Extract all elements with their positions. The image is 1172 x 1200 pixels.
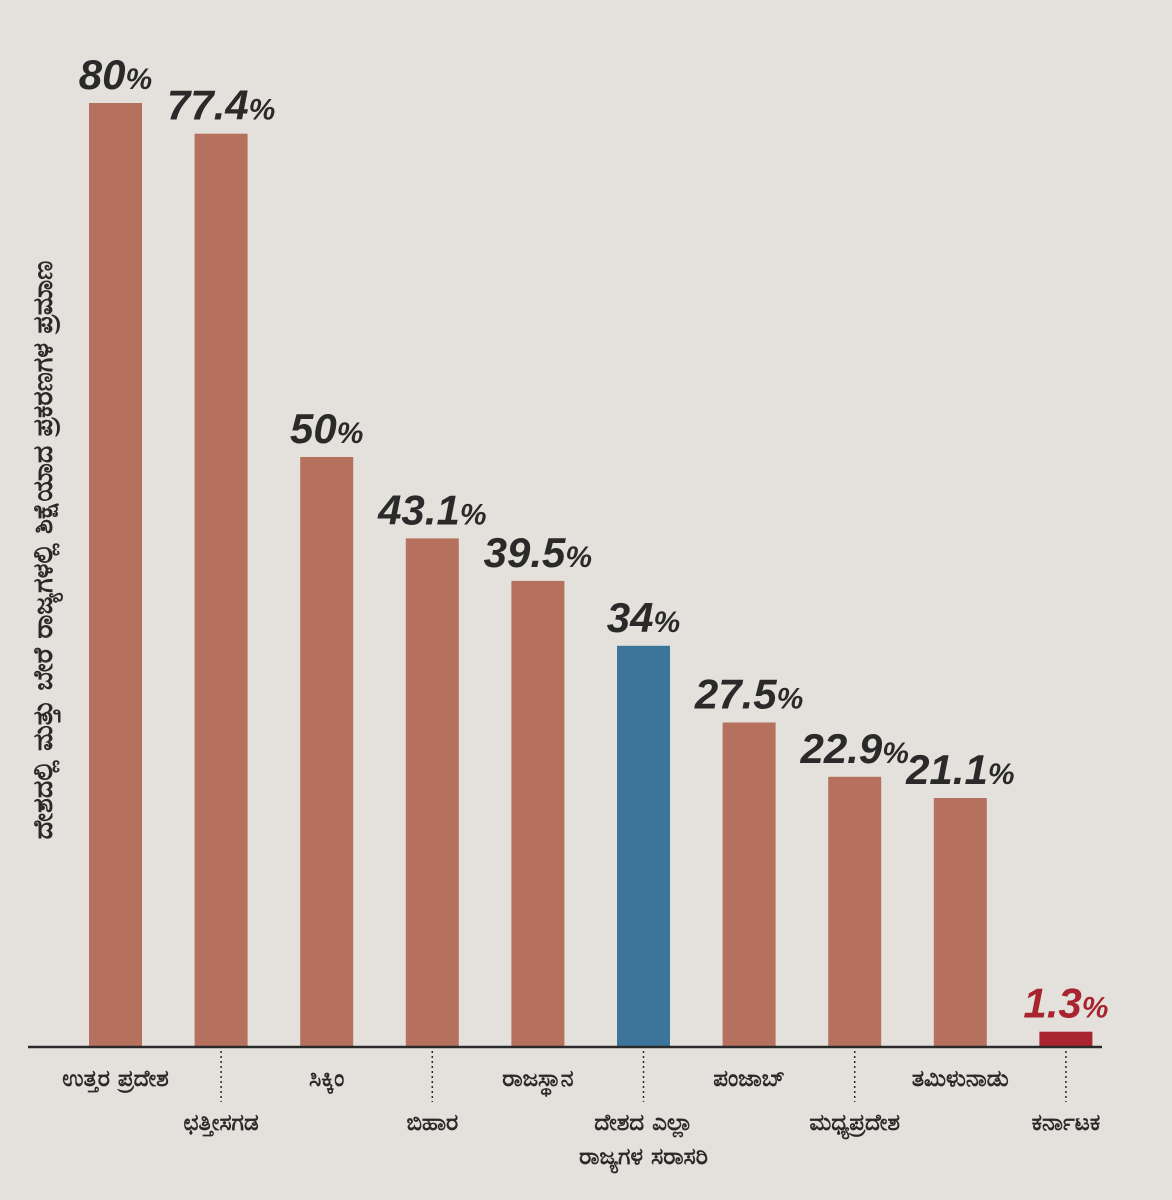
category-labels-group: ಉತ್ತರ ಪ್ರದೇಶ ಛತ್ತೀಸಗಡ ಸಿಕ್ಕಿಂ ಬಿಹಾರ ರಾಜಸ್ಥಾನ… (62, 1066, 1100, 1174)
value-unit: % (249, 94, 276, 127)
category-label-line: ರಾಜಸ್ಥಾನ (502, 1066, 573, 1098)
value-number: 34 (607, 594, 654, 641)
category-label-line: ಛತ್ತೀಸಗಡ (184, 1110, 259, 1137)
value-label-2: 77.4% (167, 82, 275, 129)
bar-6 (617, 645, 670, 1047)
category-label-8: ಮಧ್ಯಪ್ರದೇಶ (809, 1110, 900, 1140)
value-unit: % (565, 541, 592, 574)
value-number: 27.5 (694, 671, 777, 718)
bars-group (89, 103, 1093, 1047)
value-number: 1.3 (1023, 980, 1081, 1027)
value-number: 43.1 (377, 486, 460, 533)
bar-10 (1039, 1031, 1093, 1047)
category-label-line: ಪಂಜಾಬ್ (713, 1066, 785, 1092)
category-label-6: ದೇಶದ ಎಲ್ಲಾ ರಾಜ್ಯಗಳ ಸರಾಸರಿ (579, 1110, 708, 1174)
y-axis-title: ದೇಶದಲ್ಲಿ ಮತ್ತು ಬೇರೆ ರಾಜ್ಯಗಳಲ್ಲಿ ಶಿಕ್ಷೆಯಾ… (28, 261, 63, 840)
value-label-8: 22.9% (799, 725, 908, 772)
category-label-2: ಛತ್ತೀಸಗಡ (184, 1110, 259, 1137)
value-label-4: 43.1% (377, 486, 486, 533)
category-label-10: ಕರ್ನಾಟಕ (1032, 1110, 1101, 1136)
value-label-6: 34% (607, 594, 680, 641)
bar-9 (933, 798, 987, 1047)
value-unit: % (126, 63, 153, 96)
bar-7 (722, 722, 776, 1047)
value-unit: % (654, 606, 681, 639)
value-number: 80 (79, 51, 126, 98)
bar-5 (511, 580, 565, 1047)
category-label-line: ಸಿಕ್ಕಿಂ (309, 1066, 344, 1094)
category-label-4: ಬಿಹಾರ (406, 1110, 458, 1136)
category-label-line: ಕರ್ನಾಟಕ (1032, 1110, 1101, 1136)
bar-8 (828, 776, 882, 1047)
category-label-5: ರಾಜಸ್ಥಾನ (502, 1066, 573, 1098)
value-number: 21.1 (905, 746, 988, 793)
value-label-7: 27.5% (694, 671, 803, 718)
value-unit: % (988, 758, 1015, 791)
value-unit: % (337, 417, 364, 450)
value-number: 77.4 (167, 82, 249, 129)
value-number: 39.5 (484, 529, 566, 576)
value-unit: % (777, 683, 804, 716)
category-label-3: ಸಿಕ್ಕಿಂ (309, 1066, 344, 1094)
value-label-5: 39.5% (484, 529, 592, 576)
value-labels-group: 80%77.4%50%43.1%39.5%34%27.5%22.9%21.1%1… (79, 51, 1109, 1027)
category-label-line: ರಾಜ್ಯಗಳ ಸರಾಸರಿ (579, 1144, 708, 1174)
category-label-line: ಬಿಹಾರ (406, 1110, 458, 1136)
value-label-10: 1.3% (1023, 980, 1108, 1027)
value-unit: % (460, 498, 487, 531)
bar-1 (89, 103, 142, 1047)
value-unit: % (882, 737, 909, 770)
category-label-line: ತಮಿಳುನಾಡು (912, 1066, 1009, 1092)
value-label-3: 50% (290, 405, 363, 452)
value-number: 50 (290, 405, 337, 452)
category-label-line: ಮಧ್ಯಪ್ರದೇಶ (809, 1110, 900, 1140)
bar-2 (194, 133, 248, 1047)
category-label-7: ಪಂಜಾಬ್ (713, 1066, 785, 1092)
value-number: 22.9 (799, 725, 882, 772)
category-label-9: ತಮಿಳುನಾಡು (912, 1066, 1009, 1092)
value-label-1: 80% (79, 51, 152, 98)
category-label-line: ದೇಶದ ಎಲ್ಲಾ (594, 1110, 692, 1138)
value-label-9: 21.1% (905, 746, 1014, 793)
category-label-1: ಉತ್ತರ ಪ್ರದೇಶ (62, 1066, 169, 1094)
leader-lines-group (220, 1051, 1067, 1102)
bar-4 (405, 538, 459, 1047)
value-unit: % (1082, 992, 1109, 1025)
category-label-line: ಉತ್ತರ ಪ್ರದೇಶ (62, 1066, 169, 1094)
bar-3 (300, 457, 354, 1047)
